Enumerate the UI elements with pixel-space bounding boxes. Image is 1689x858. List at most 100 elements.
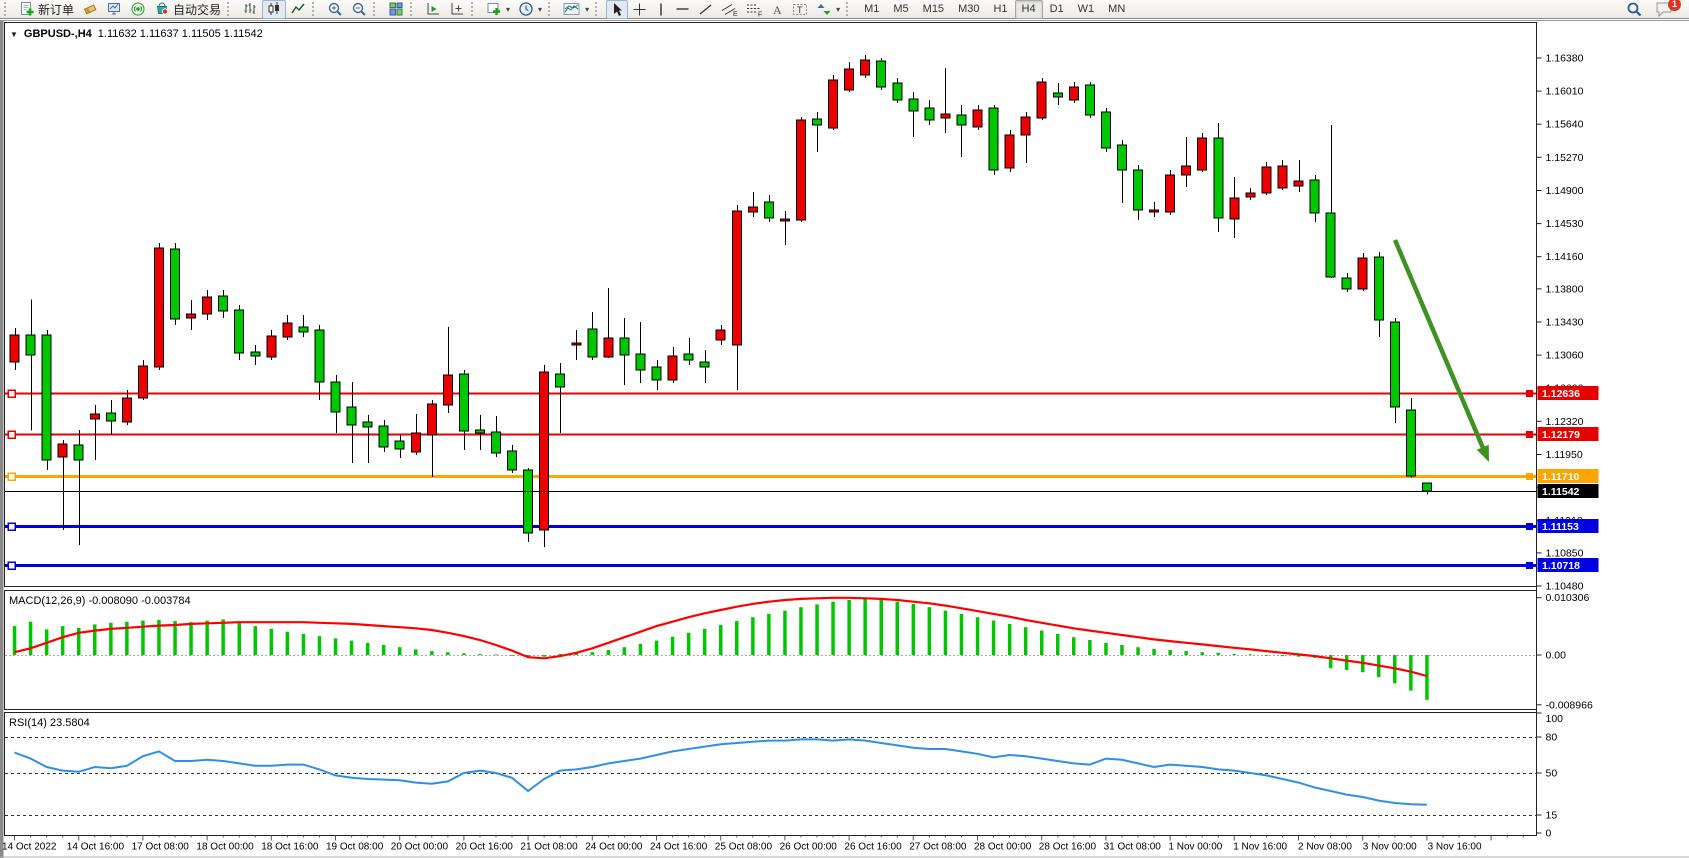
signal-button[interactable]: [126, 0, 150, 19]
equidistant-channel-button[interactable]: E: [717, 0, 742, 19]
timeframe-button-m15[interactable]: M15: [922, 2, 945, 15]
toolbar-grip[interactable]: [373, 2, 380, 16]
search-button[interactable]: [1622, 0, 1647, 19]
level-anchor-right: [1526, 562, 1533, 569]
dropdown-caret-icon: ▾: [585, 4, 590, 14]
price-axis-tick: 1.10850: [1546, 547, 1584, 559]
periods-clock-button[interactable]: ▾: [514, 0, 546, 19]
bar-chart-icon: [242, 1, 258, 17]
rsi-pane: 100 80 50 15 0: [5, 712, 1564, 840]
timeframe-button-m1[interactable]: M1: [864, 2, 880, 15]
macd-histogram-bar: [1023, 627, 1028, 655]
level-anchor-left: [7, 472, 16, 481]
line-chart-button[interactable]: [286, 0, 310, 19]
dropdown-caret-icon: ▾: [836, 4, 841, 14]
toolbar-grip[interactable]: [4, 2, 11, 16]
eraser-button[interactable]: [78, 0, 102, 19]
date-axis-label: 3 Nov 16:00: [1428, 842, 1482, 853]
macd-histogram-bar: [253, 626, 257, 655]
zoom-in-button[interactable]: [323, 0, 347, 19]
zoom-in-icon: [327, 1, 343, 17]
macd-histogram-bar: [686, 632, 691, 655]
timeframe-button-m5[interactable]: M5: [893, 2, 909, 15]
rsi-axis-tick: 15: [1546, 810, 1558, 822]
macd-histogram-bar: [975, 617, 980, 655]
eraser-icon: [82, 1, 98, 17]
toolbar-grip[interactable]: [312, 2, 319, 16]
trendline-button[interactable]: [694, 0, 717, 19]
svg-text:F: F: [758, 12, 762, 18]
price-axis-tick: 1.15270: [1546, 152, 1584, 164]
timeframe-button-d1[interactable]: D1: [1049, 2, 1064, 15]
dropdown-caret-icon: ▾: [506, 4, 511, 14]
rsi-line: [14, 738, 1427, 806]
toolbar-grip[interactable]: [471, 2, 478, 16]
rsi-axis-tick: 0: [1546, 828, 1552, 840]
date-axis-label: 24 Oct 00:00: [585, 842, 643, 853]
zoom-out-icon: [351, 1, 367, 17]
strategy-tester-button[interactable]: [421, 0, 445, 19]
level-anchor-right: [1526, 523, 1533, 530]
level-anchor-right: [1526, 431, 1533, 438]
macd-histogram-bar: [1328, 655, 1333, 669]
price-axis-tick: 1.15640: [1546, 119, 1584, 131]
date-axis[interactable]: 14 Oct 2022 14 Oct 16:00 17 Oct 08:00 18 Oc…: [2, 835, 1524, 853]
macd-histogram-bar: [1184, 651, 1188, 655]
toolbar-grip[interactable]: [548, 2, 555, 16]
candlestick-chart-button[interactable]: [262, 0, 287, 19]
tile-windows-icon: [388, 1, 404, 17]
chat-badge: 1: [1668, 0, 1681, 11]
bar-chart-button[interactable]: [238, 0, 262, 19]
macd-histogram-bar: [847, 600, 851, 655]
timeframe-button-m30[interactable]: M30: [958, 2, 980, 15]
timeframe-button-h1[interactable]: H1: [993, 2, 1008, 15]
horizontal-level-lines[interactable]: [5, 389, 1537, 570]
timeframe-button-mn[interactable]: MN: [1108, 2, 1126, 15]
fibonacci-button[interactable]: F: [742, 0, 767, 19]
price-label-1.11710: 1.11710: [1542, 471, 1580, 483]
timeframe-button-h4[interactable]: H4: [1014, 0, 1043, 19]
level-anchor-left: [7, 430, 16, 439]
toolbar-grip[interactable]: [227, 2, 234, 16]
chart-crosshair-profile-button[interactable]: [445, 0, 469, 19]
vertical-line-button[interactable]: [651, 0, 671, 19]
zoom-out-button[interactable]: [347, 0, 371, 19]
trend-arrow-annotation[interactable]: [1392, 239, 1489, 462]
horizontal-line-button[interactable]: [671, 0, 694, 19]
auto-trading-button[interactable]: 自动交易: [150, 0, 225, 19]
date-axis-label: 20 Oct 00:00: [391, 842, 449, 853]
text-box-button[interactable]: T: [788, 0, 812, 19]
crosshair-button[interactable]: [628, 0, 651, 19]
toolbar-grip[interactable]: [846, 2, 853, 16]
chat-button[interactable]: 1: [1655, 0, 1681, 18]
date-axis-label: 21 Oct 08:00: [520, 842, 578, 853]
macd-histogram-bar: [991, 620, 996, 655]
toolbar-grip[interactable]: [410, 2, 417, 16]
arrows-objects-button[interactable]: ▾: [812, 0, 844, 19]
tile-windows-button[interactable]: [384, 0, 408, 19]
chart-window-button[interactable]: [102, 0, 126, 19]
rsi-axis-tick: 50: [1546, 768, 1558, 780]
rsi-axis-tick: 100: [1546, 713, 1564, 725]
macd-pane: 0.010306 0.00 -0.008966: [5, 592, 1593, 711]
level-anchor-left: [7, 561, 16, 570]
macd-histogram-bar: [590, 652, 595, 655]
new-order-button[interactable]: 新订单: [15, 0, 78, 19]
price-axis-tick: 1.10480: [1546, 581, 1584, 593]
templates-button[interactable]: ▾: [559, 0, 593, 19]
macd-histogram-bar: [558, 653, 562, 655]
cursor-button[interactable]: [606, 0, 629, 19]
svg-text:T: T: [797, 5, 803, 15]
macd-histogram-bar: [1264, 655, 1269, 656]
date-axis-label: 18 Oct 00:00: [196, 842, 254, 853]
add-indicator-button[interactable]: ▾: [482, 0, 514, 19]
collapse-triangle-icon[interactable]: ▼: [10, 29, 18, 39]
macd-histogram-bar: [221, 619, 225, 655]
macd-histogram-bar: [1056, 633, 1060, 655]
text-label-button[interactable]: A: [767, 0, 788, 19]
price-axis-tick: 1.14530: [1546, 218, 1584, 230]
timeframe-button-w1[interactable]: W1: [1077, 2, 1095, 15]
chart-canvas[interactable]: 1.16380 1.16010 1.15640 1.15270 1.14900 1.145…: [0, 20, 1689, 858]
toolbar-grip[interactable]: [595, 2, 602, 16]
date-axis-label: 1 Nov 16:00: [1233, 842, 1287, 853]
